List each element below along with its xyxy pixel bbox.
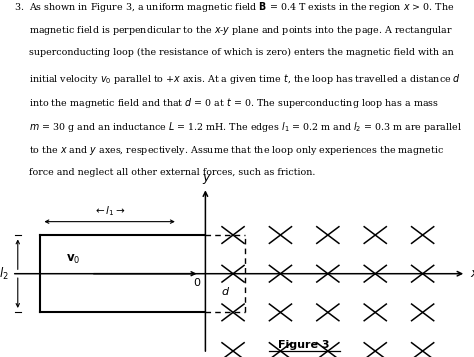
Text: $y$: $y$	[202, 172, 212, 186]
Text: 0: 0	[193, 278, 200, 288]
Text: initial velocity $v_0$ parallel to +$x$ axis. At a given time $t$, the loop has : initial velocity $v_0$ parallel to +$x$ …	[14, 72, 461, 86]
Text: $\mathbf{v}_0$: $\mathbf{v}_0$	[66, 253, 80, 266]
Text: 3.  As shown in Figure 3, a uniform magnetic field $\mathbf{B}$ = 0.4 T exists i: 3. As shown in Figure 3, a uniform magne…	[14, 0, 455, 14]
Text: into the magnetic field and that $d$ = 0 at $t$ = 0. The superconducting loop ha: into the magnetic field and that $d$ = 0…	[14, 96, 439, 110]
Text: $l_2$: $l_2$	[0, 266, 9, 282]
Text: $x$: $x$	[470, 267, 474, 280]
Text: Figure 3: Figure 3	[278, 340, 330, 350]
Text: superconducting loop (the resistance of which is zero) enters the magnetic field: superconducting loop (the resistance of …	[14, 48, 454, 57]
Text: $d$: $d$	[220, 285, 230, 297]
Text: force and neglect all other external forces, such as friction.: force and neglect all other external for…	[14, 168, 316, 177]
Text: magnetic field is perpendicular to the $x$-$y$ plane and points into the page. A: magnetic field is perpendicular to the $…	[14, 24, 453, 37]
Text: to the $x$ and $y$ axes, respectively. Assume that the loop only experiences the: to the $x$ and $y$ axes, respectively. A…	[14, 144, 445, 157]
Text: $m$ = 30 g and an inductance $L$ = 1.2 mH. The edges $l_1$ = 0.2 m and $l_2$ = 0: $m$ = 30 g and an inductance $L$ = 1.2 m…	[14, 120, 462, 134]
Text: $\leftarrow l_1\rightarrow$: $\leftarrow l_1\rightarrow$	[93, 204, 126, 218]
